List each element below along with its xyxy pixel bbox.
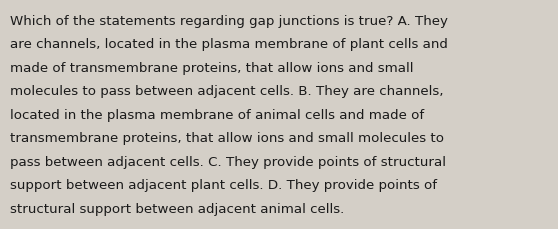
Text: are channels, located in the plasma membrane of plant cells and: are channels, located in the plasma memb… bbox=[10, 38, 448, 51]
Text: Which of the statements regarding gap junctions is true? A. They: Which of the statements regarding gap ju… bbox=[10, 15, 448, 28]
Text: support between adjacent plant cells. D. They provide points of: support between adjacent plant cells. D.… bbox=[10, 178, 437, 191]
Text: made of transmembrane proteins, that allow ions and small: made of transmembrane proteins, that all… bbox=[10, 62, 413, 75]
Text: located in the plasma membrane of animal cells and made of: located in the plasma membrane of animal… bbox=[10, 108, 424, 121]
Text: molecules to pass between adjacent cells. B. They are channels,: molecules to pass between adjacent cells… bbox=[10, 85, 444, 98]
Text: transmembrane proteins, that allow ions and small molecules to: transmembrane proteins, that allow ions … bbox=[10, 132, 444, 145]
Text: pass between adjacent cells. C. They provide points of structural: pass between adjacent cells. C. They pro… bbox=[10, 155, 446, 168]
Text: structural support between adjacent animal cells.: structural support between adjacent anim… bbox=[10, 202, 344, 215]
